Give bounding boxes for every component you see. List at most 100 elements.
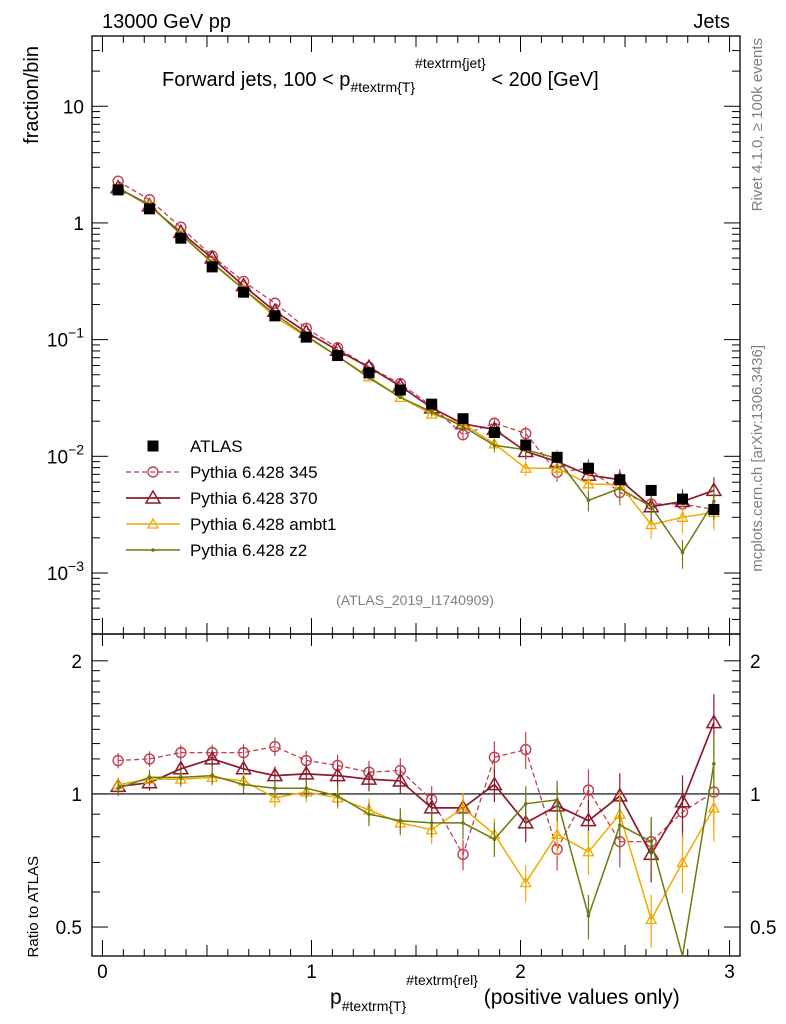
ratio-tick-label: 2 <box>71 652 82 673</box>
series-line-pythia-6-428-370 <box>117 187 715 508</box>
data-point-pythia-6-428-z2 <box>649 504 653 509</box>
plot-title: Forward jets, 100 < p#textrm{T}#textrm{j… <box>162 55 599 95</box>
ratio-point-pythia-6-428-ambt1 <box>645 913 658 925</box>
data-point-atlas <box>300 331 312 343</box>
ratio-point-pythia-6-428-370 <box>674 793 691 808</box>
title-sub: #textrm{T} <box>350 79 415 95</box>
data-point-atlas <box>332 350 344 362</box>
data-point-atlas <box>614 474 626 486</box>
ratio-point-pythia-6-428-z2 <box>179 775 183 780</box>
ratio-line-pythia-6-428-370 <box>118 722 715 857</box>
data-point-atlas <box>363 367 375 379</box>
ratio-series-pythia-6-428-ambt1 <box>112 769 720 948</box>
data-point-atlas <box>238 286 250 298</box>
analysis-id: (ATLAS_2019_I1740909) <box>336 592 494 608</box>
ratio-series-pythia-6-428-370 <box>109 694 723 883</box>
ratio-point-pythia-6-428-ambt1 <box>582 845 595 857</box>
ratio-point-pythia-6-428-345 <box>520 743 532 756</box>
x-tick-label: 0 <box>97 962 108 983</box>
axis-ticks: 0 1 2 3 10−3 10−2 10−1 1 10 0.5 0.5 1 1 2 2 <box>47 35 776 983</box>
data-point-atlas <box>708 504 720 516</box>
y-tick-label: 10−2 <box>47 441 84 468</box>
y-tick-label: 10−3 <box>47 558 84 585</box>
legend-marker <box>144 489 162 504</box>
data-point-pythia-6-428-z2 <box>586 498 591 503</box>
title-sup: #textrm{jet} <box>415 55 486 71</box>
data-point-pythia-6-428-345 <box>269 297 281 309</box>
ratio-point-pythia-6-428-370 <box>486 776 503 791</box>
y-tick-label: 1 <box>73 214 84 235</box>
data-point-atlas <box>394 384 406 396</box>
data-point-pythia-6-428-z2 <box>492 443 497 448</box>
ratio-point-pythia-6-428-z2 <box>618 823 622 827</box>
legend-marker <box>146 517 160 529</box>
data-point-pythia-6-428-345 <box>520 427 532 440</box>
ratio-point-pythia-6-428-345 <box>112 754 124 767</box>
ratio-point-pythia-6-428-ambt1 <box>676 856 689 868</box>
ratio-point-pythia-6-428-z2 <box>398 818 403 823</box>
ratio-point-pythia-6-428-z2 <box>241 782 246 787</box>
ratio-line-pythia-6-428-ambt1 <box>117 776 715 922</box>
rivet-version-label: Rivet 4.1.0, ≥ 100k events <box>749 38 766 211</box>
ratio-point-pythia-6-428-z2 <box>116 786 120 791</box>
x-tick-label: 2 <box>515 962 526 983</box>
ratio-point-pythia-6-428-z2 <box>555 797 559 802</box>
data-point-atlas <box>426 398 438 410</box>
ratio-point-pythia-6-428-345 <box>237 746 250 759</box>
ratio-tick-label: 1 <box>71 785 82 806</box>
data-point-pythia-6-428-ambt1 <box>645 518 658 530</box>
ratio-point-pythia-6-428-z2 <box>712 761 716 766</box>
x-tick-label: 1 <box>306 962 317 983</box>
data-point-atlas <box>457 413 469 425</box>
series-line-pythia-6-428-345 <box>117 180 715 511</box>
data-point-pythia-6-428-ambt1 <box>519 461 532 473</box>
header-right: Jets <box>693 11 730 33</box>
header-left: 13000 GeV pp <box>102 11 231 33</box>
ratio-line-pythia-6-428-z2 <box>117 763 715 956</box>
ratio-point-pythia-6-428-z2 <box>147 775 152 780</box>
xlabel-sup: #textrm{rel} <box>406 972 478 988</box>
ratio-point-pythia-6-428-ambt1 <box>550 828 564 840</box>
data-point-pythia-6-428-z2 <box>398 395 403 400</box>
ratio-point-pythia-6-428-345 <box>582 784 595 796</box>
legend-item-pythia-6-428-ambt1: Pythia 6.428 ambt1 <box>126 515 336 534</box>
ratio-point-pythia-6-428-z2 <box>492 837 497 842</box>
ratio-point-pythia-6-428-345 <box>488 751 501 764</box>
xlabel-sub: #textrm{T} <box>342 998 407 1014</box>
mcplots-label: mcplots.cern.ch [arXiv:1306.3436] <box>749 345 766 572</box>
x-axis-label: p#textrm{T} #textrm{rel} (positive values… <box>330 972 680 1014</box>
legend-marker <box>147 466 159 478</box>
legend-item-pythia-6-428-370: Pythia 6.428 370 <box>126 489 318 508</box>
x-tick-label: 3 <box>724 962 735 983</box>
data-point-atlas <box>645 484 657 496</box>
data-point-atlas <box>520 439 532 451</box>
ratio-point-pythia-6-428-ambt1 <box>707 801 720 813</box>
title-tail: < 200 [GeV] <box>486 69 599 91</box>
data-point-pythia-6-428-z2 <box>712 499 716 504</box>
data-point-pythia-6-428-ambt1 <box>394 391 407 403</box>
ratio-point-pythia-6-428-345 <box>175 746 187 759</box>
data-point-atlas <box>269 310 281 322</box>
data-point-atlas <box>206 261 218 273</box>
ratio-point-pythia-6-428-z2 <box>429 821 434 825</box>
data-point-atlas <box>677 493 689 505</box>
legend-item-atlas: ATLAS <box>147 437 243 456</box>
xlabel-main: p <box>330 986 342 1009</box>
data-point-pythia-6-428-ambt1 <box>582 477 595 489</box>
data-point-atlas <box>175 232 187 244</box>
legend-item-pythia-6-428-z2: Pythia 6.428 z2 <box>126 541 307 560</box>
legend-marker <box>151 548 155 552</box>
xlabel-tail: (positive values only) <box>478 986 680 1009</box>
ratio-tick-label-right: 1 <box>750 785 761 806</box>
title-main: Forward jets, 100 < p <box>162 69 350 91</box>
ratio-point-pythia-6-428-370 <box>580 812 597 827</box>
ratio-point-pythia-6-428-ambt1 <box>268 791 282 803</box>
data-point-pythia-6-428-ambt1 <box>676 510 689 522</box>
legend-label: Pythia 6.428 370 <box>190 489 318 508</box>
legend: ATLAS Pythia 6.428 345 Pythia 6.428 370 Pyt… <box>126 437 336 560</box>
data-point-pythia-6-428-z2 <box>429 410 434 414</box>
ratio-point-pythia-6-428-z2 <box>649 839 653 844</box>
ratio-point-pythia-6-428-ambt1 <box>519 876 532 888</box>
ratio-tick-label-right: 0.5 <box>750 918 776 939</box>
